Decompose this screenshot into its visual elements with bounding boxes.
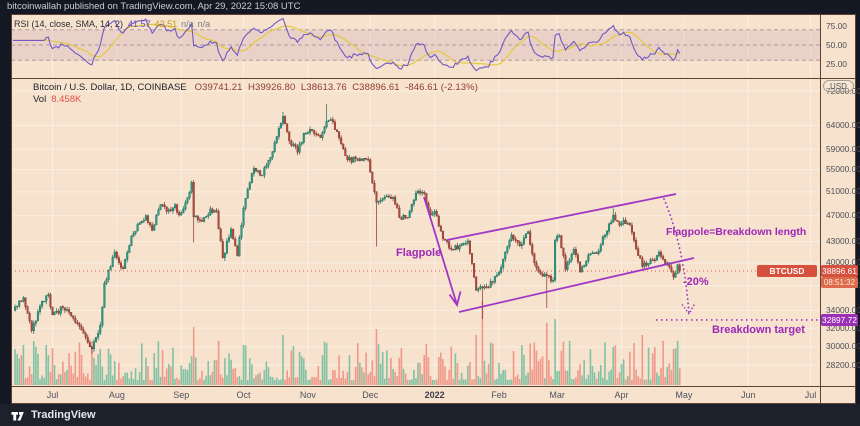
rsi-sma-value: 42.51 (154, 19, 178, 29)
time-axis-label: Nov (299, 390, 316, 400)
rsi-axis-label: 50.00 (826, 39, 847, 50)
footer-bar: TradingView (0, 404, 860, 426)
equation-annotation[interactable]: Flagpole=Breakdown length (666, 226, 807, 238)
time-axis-label: Aug (108, 390, 125, 400)
time-axis-label: Jul (804, 390, 817, 400)
ohlc-close: C38896.61 (352, 82, 400, 93)
ohlc-open: O39741.21 (194, 82, 243, 93)
drop-percent-annotation[interactable]: -20% (683, 276, 709, 288)
pane-borders (11, 14, 856, 404)
ohlc-low: L38613.76 (300, 82, 347, 93)
volume-series (14, 301, 681, 385)
price-level-lines (11, 270, 819, 321)
rsi-indicator-lines (13, 17, 681, 72)
target-price-tag: 32897.72 (821, 314, 858, 326)
tradingview-logo-icon[interactable] (10, 408, 25, 423)
last-price-tag: 38896.61 (821, 265, 858, 277)
symbol-tag: BTCUSD (757, 265, 817, 277)
rsi-na-value-2: n/a (197, 19, 211, 29)
countdown-tag: 08:51:32 (821, 277, 858, 288)
price-axis-label: 51000.00 (826, 186, 860, 197)
ohlc-high: H39926.80 (248, 82, 296, 93)
bear-flag-drawing[interactable] (423, 193, 696, 316)
price-axis-label: 28200.00 (826, 359, 860, 370)
time-axis-label: May (675, 390, 693, 400)
price-axis-label: 30000.00 (826, 341, 860, 352)
volume-label: Vol (33, 94, 47, 105)
candlestick-series (14, 103, 681, 354)
time-axis[interactable]: Jul Aug Sep Oct Nov Dec 2022 Feb Mar Apr May Jun Jul (0, 0, 817, 404)
volume-value: 8.458K (51, 94, 82, 105)
symbol-legend[interactable]: Bitcoin / U.S. Dollar, 1D, COINBASE O3974… (33, 82, 478, 93)
currency-unit-button[interactable]: USD (823, 80, 854, 92)
rsi-na-value-1: n/a (181, 19, 194, 29)
publish-info-text: bitcoinwallah published on TradingView.c… (7, 1, 301, 12)
rsi-value: 41.57 (128, 19, 151, 29)
publish-info-bar: bitcoinwallah published on TradingView.c… (0, 0, 860, 14)
rsi-axis-label: 25.00 (826, 58, 847, 69)
rsi-axis-label: 75.00 (826, 20, 847, 31)
price-axis-label: 34000.00 (826, 304, 860, 315)
price-axis-label: 40000.00 (826, 257, 860, 268)
time-axis-label: Sep (173, 390, 190, 400)
tradingview-brand-text[interactable]: TradingView (31, 409, 96, 421)
breakdown-target-annotation[interactable]: Breakdown target (712, 324, 805, 336)
time-axis-label: 2022 (424, 390, 445, 400)
price-axis-label: 64000.00 (826, 119, 860, 130)
flagpole-annotation[interactable]: Flagpole (396, 247, 442, 259)
time-axis-label: Jun (740, 390, 756, 400)
time-axis-label: Dec (362, 390, 379, 400)
price-axis-label: 72000.00 (826, 85, 860, 96)
rsi-legend-label: RSI (14, close, SMA, 14, 2) (14, 19, 124, 29)
time-axis-label: Jul (46, 390, 59, 400)
time-axis-label: Apr (614, 390, 629, 400)
price-axis-label: 55000.00 (826, 164, 860, 175)
symbol-title: Bitcoin / U.S. Dollar, 1D, COINBASE (33, 82, 187, 93)
time-axis-label: Feb (491, 390, 507, 400)
price-axis-label: 32000.00 (826, 322, 860, 333)
rsi-legend[interactable]: RSI (14, close, SMA, 14, 2) 41.57 42.51 n/a… (14, 19, 210, 29)
price-axis-label: 43000.00 (826, 236, 860, 247)
price-axis-label: 47000.00 (826, 210, 860, 221)
volume-legend[interactable]: Vol 8.458K (33, 94, 81, 105)
change-value: -846.61 (-2.13%) (405, 82, 478, 93)
time-axis-label: Mar (549, 390, 565, 400)
time-axis-label: Oct (236, 390, 251, 400)
price-axis-label: 59000.00 (826, 143, 860, 154)
